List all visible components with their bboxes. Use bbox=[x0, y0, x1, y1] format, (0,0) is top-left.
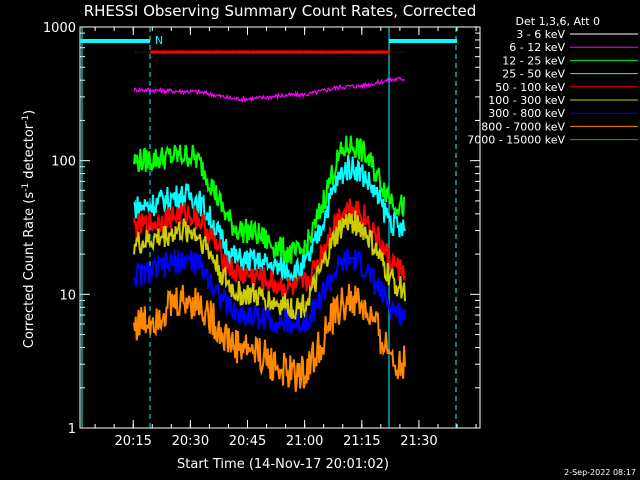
legend-label: 100 - 300 keV bbox=[488, 94, 565, 107]
y-tick-label: 1 bbox=[68, 422, 76, 437]
chart-title: RHESSI Observing Summary Count Rates, Co… bbox=[84, 2, 477, 20]
x-tick-label: 20:45 bbox=[229, 434, 266, 449]
x-tick-label: 20:30 bbox=[172, 434, 209, 449]
legend-label: 800 - 7000 keV bbox=[481, 120, 565, 133]
observation-bar bbox=[80, 39, 150, 43]
legend-label: 50 - 100 keV bbox=[495, 81, 565, 94]
legend-label: 12 - 25 keV bbox=[502, 54, 565, 67]
legend-label: 25 - 50 keV bbox=[502, 68, 565, 81]
x-tick-label: 21:00 bbox=[286, 434, 323, 449]
timestamp: 2-Sep-2022 08:17 bbox=[564, 468, 636, 477]
x-tick-label: 21:30 bbox=[400, 434, 437, 449]
plot-frame bbox=[79, 26, 481, 429]
series-line-2 bbox=[133, 135, 406, 264]
observation-bar bbox=[389, 39, 457, 43]
legend-label: 7000 - 15000 keV bbox=[467, 134, 565, 147]
series-line-1 bbox=[133, 76, 406, 104]
series-line-3 bbox=[133, 155, 406, 284]
series-line-6 bbox=[133, 248, 406, 335]
series-line-4 bbox=[133, 198, 406, 299]
legend-label: 300 - 800 keV bbox=[488, 107, 565, 120]
legend-label: 3 - 6 keV bbox=[516, 28, 565, 41]
x-axis-label: Start Time (14-Nov-17 20:01:02) bbox=[177, 457, 389, 472]
series-line-7 bbox=[133, 284, 406, 392]
y-tick-label: 10 bbox=[59, 288, 76, 303]
x-tick-label: 21:15 bbox=[343, 434, 380, 449]
x-tick-label: 20:15 bbox=[114, 434, 151, 449]
y-axis-label: Corrected Count Rate (s-1 detector-1) bbox=[21, 110, 37, 348]
y-tick-label: 100 bbox=[51, 155, 76, 170]
attenuator-marker: N bbox=[155, 34, 163, 47]
series-line-5 bbox=[133, 210, 406, 320]
legend-header: Det 1,3,6, Att 0 bbox=[516, 15, 600, 28]
legend-label: 6 - 12 keV bbox=[509, 41, 565, 54]
y-tick-label: 1000 bbox=[43, 21, 76, 36]
